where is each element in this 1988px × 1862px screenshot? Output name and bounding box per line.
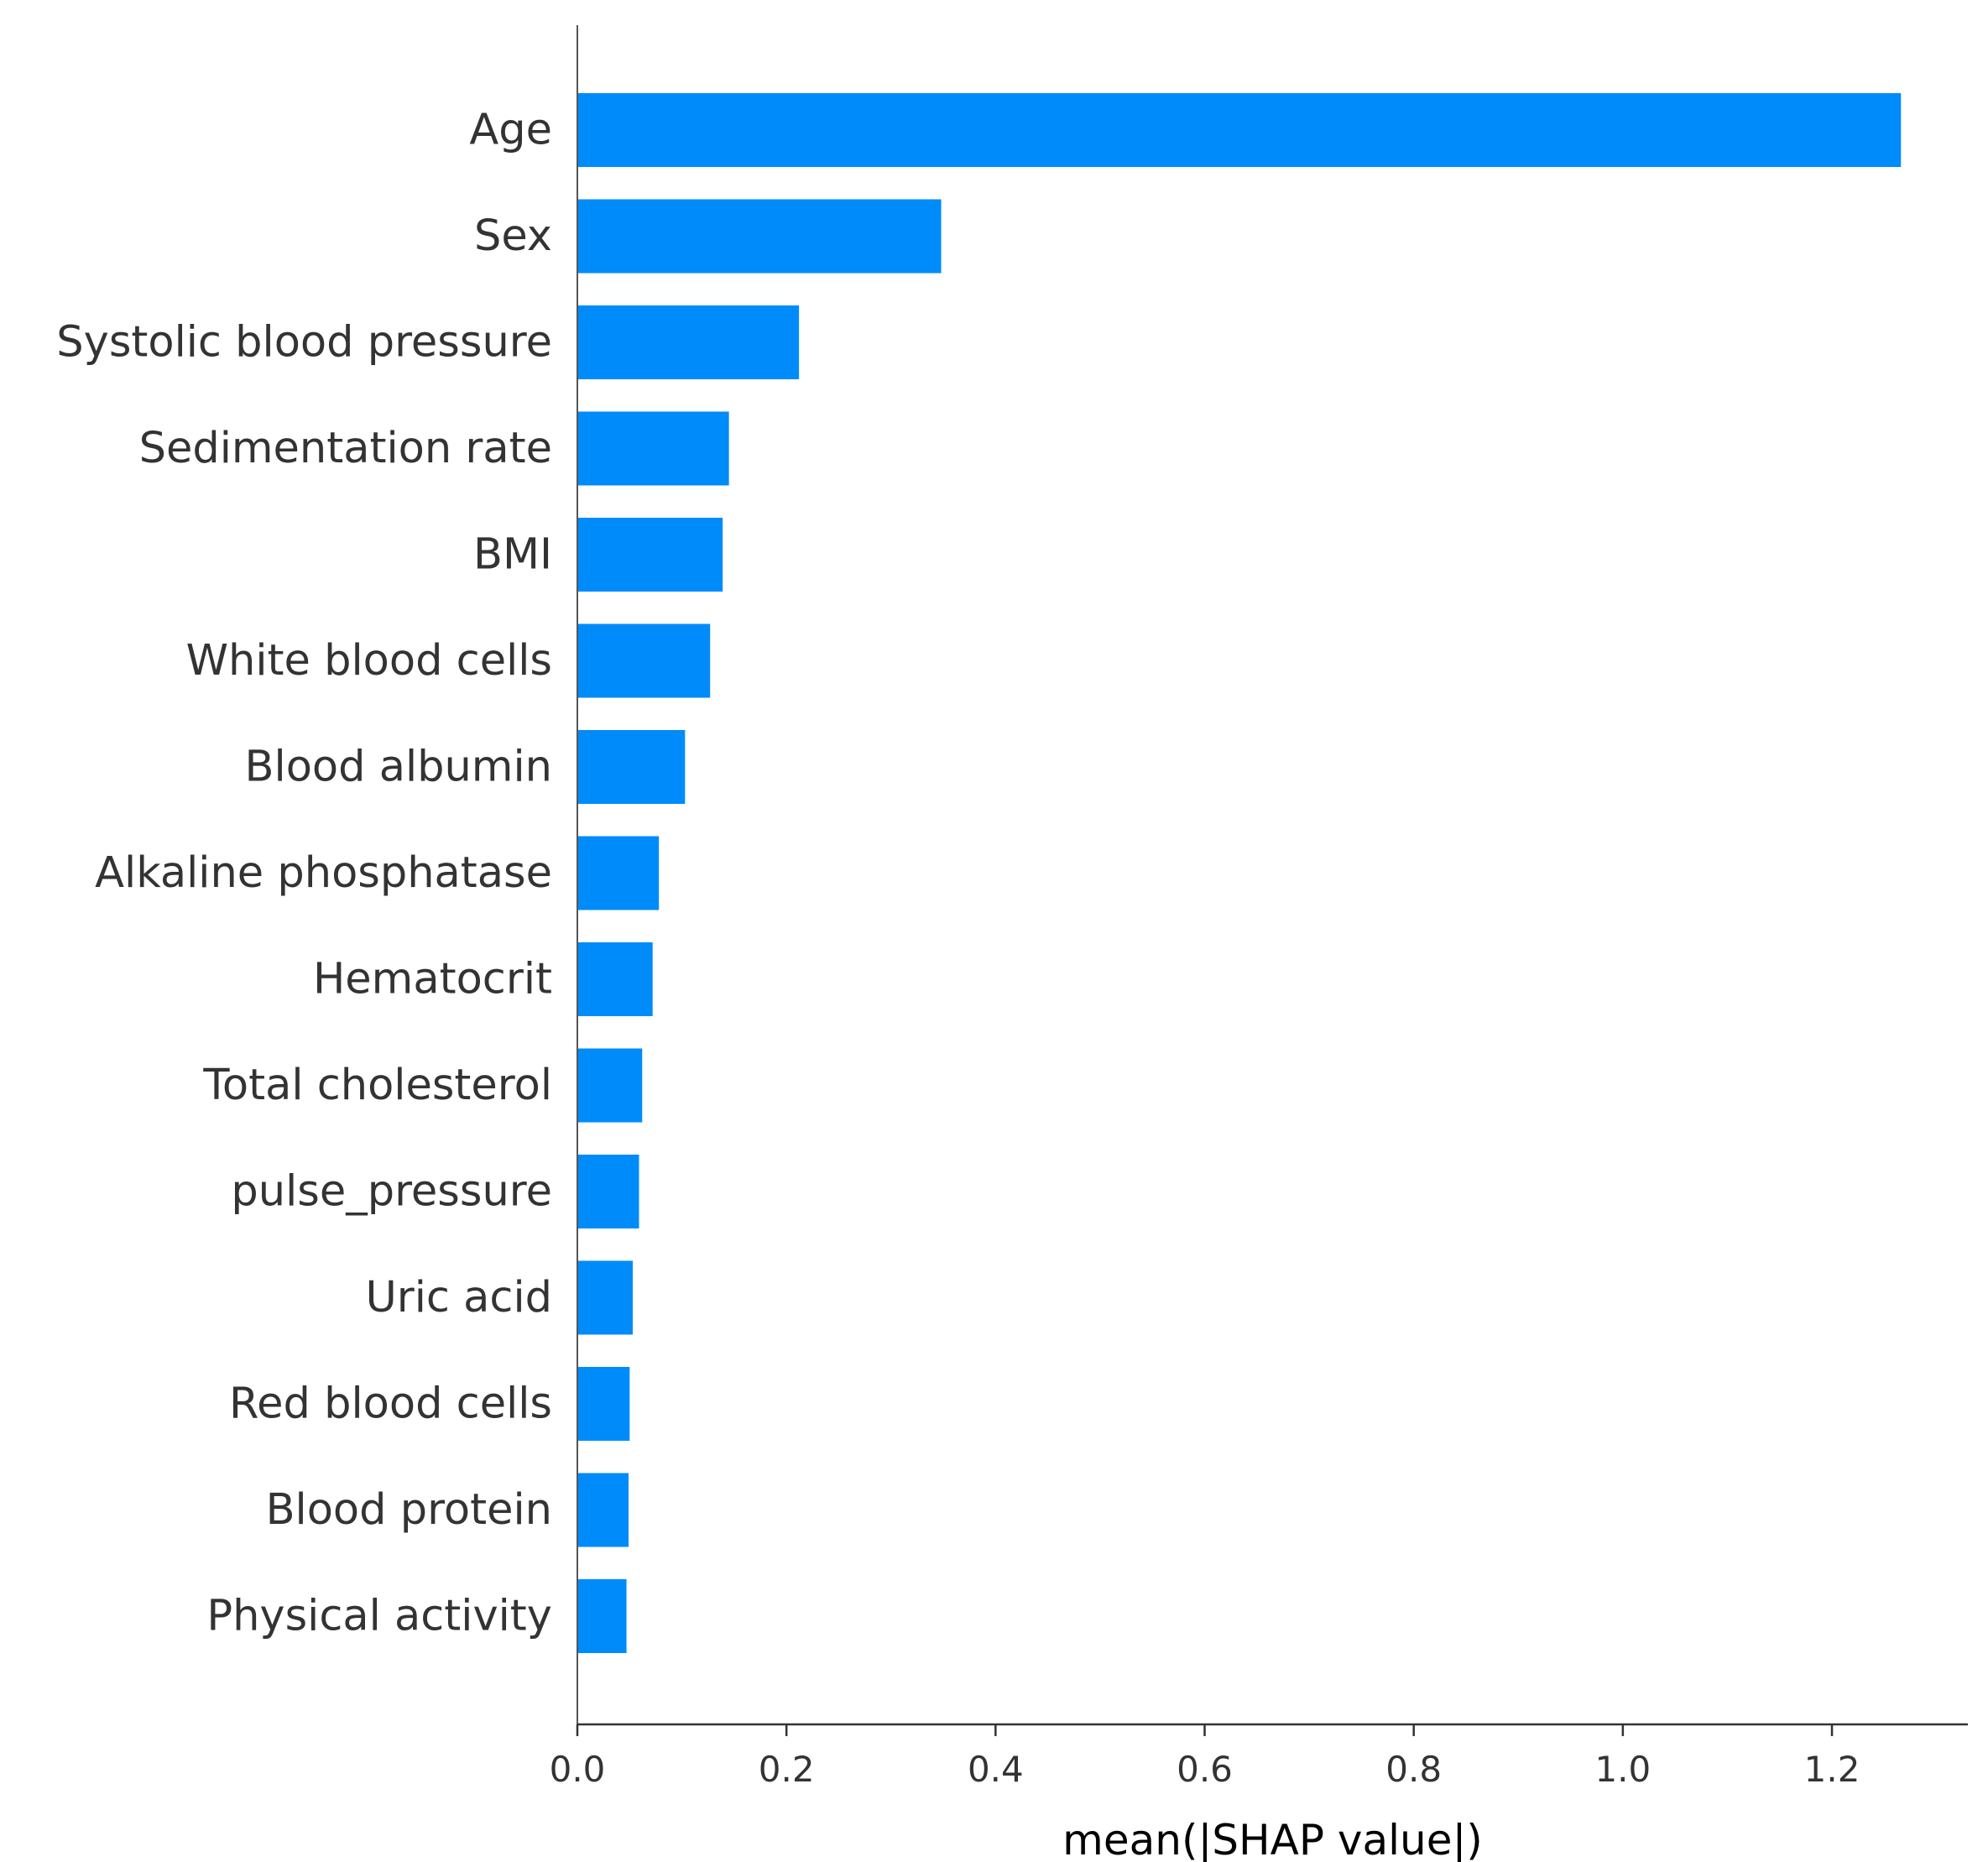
category-label-2: Systolic blood pressure: [56, 318, 552, 368]
bar-10: [577, 1155, 639, 1228]
x-tick-label-6: 1.2: [1804, 1749, 1860, 1790]
bar-7: [577, 836, 660, 910]
bar-14: [577, 1579, 627, 1653]
category-label-12: Red blood cells: [229, 1380, 552, 1429]
x-tick-label-1: 0.2: [759, 1749, 815, 1790]
bar-8: [577, 942, 653, 1016]
category-label-14: Physical activity: [206, 1592, 552, 1641]
category-label-1: Sex: [474, 211, 552, 261]
category-label-8: Hematocrit: [313, 955, 552, 1004]
x-axis-title: mean(|SHAP value|): [1062, 1816, 1483, 1862]
bar-12: [577, 1367, 630, 1441]
bar-0: [577, 93, 1902, 167]
x-tick-label-0: 0.0: [550, 1749, 606, 1790]
category-label-11: Uric acid: [365, 1273, 552, 1322]
category-labels: Age Sex Systolic blood pressure Sedimentati…: [56, 106, 552, 1641]
x-tick-label-2: 0.4: [968, 1749, 1024, 1790]
bar-4: [577, 518, 723, 592]
bar-13: [577, 1473, 629, 1547]
bars-layer: [577, 93, 1902, 1653]
bar-6: [577, 730, 686, 804]
category-label-4: BMI: [473, 530, 552, 580]
category-label-7: Alkaline phosphatase: [95, 848, 552, 898]
category-label-0: Age: [469, 106, 552, 155]
x-axis-ticks: 0.0 0.2 0.4 0.6 0.8 1.0 1.2: [550, 1724, 1860, 1790]
bar-3: [577, 411, 729, 486]
x-tick-label-5: 1.0: [1594, 1749, 1651, 1790]
bar-1: [577, 199, 942, 274]
category-label-6: Blood albumin: [245, 743, 552, 792]
category-label-9: Total cholesterol: [202, 1061, 552, 1110]
bar-2: [577, 305, 800, 379]
bar-11: [577, 1260, 634, 1335]
bar-5: [577, 623, 711, 698]
x-tick-label-3: 0.6: [1177, 1749, 1233, 1790]
category-label-13: Blood protein: [266, 1485, 552, 1535]
bar-9: [577, 1048, 643, 1123]
category-label-3: Sedimentation rate: [139, 424, 552, 473]
category-label-5: White blood cells: [186, 636, 552, 686]
category-label-10: pulse_pressure: [231, 1167, 552, 1217]
x-tick-label-4: 0.8: [1385, 1749, 1442, 1790]
